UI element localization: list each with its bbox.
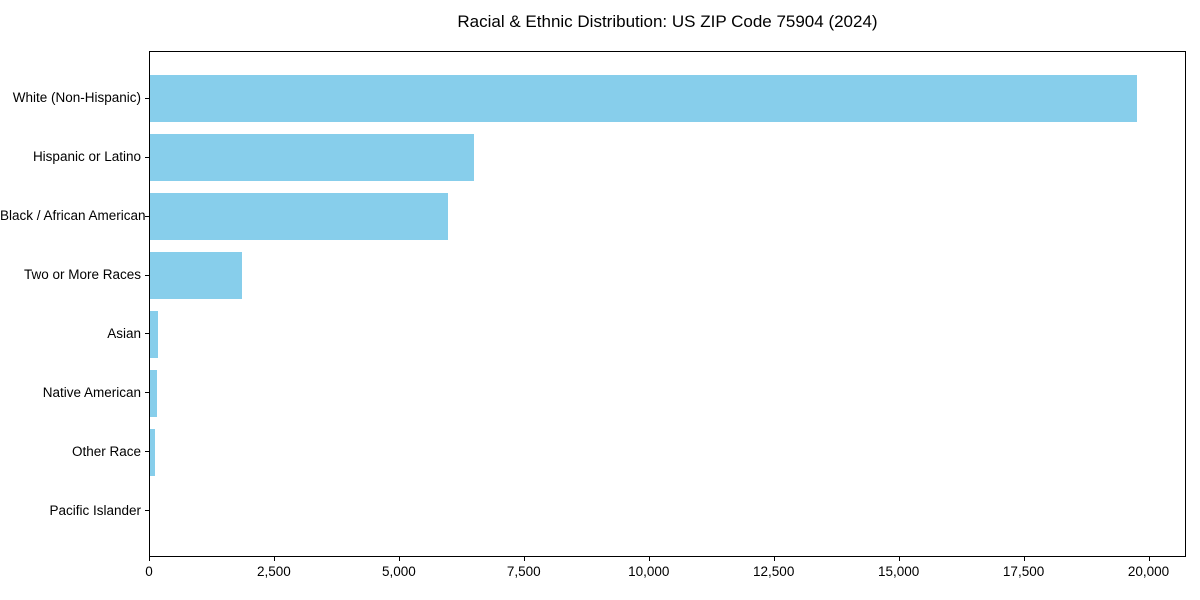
y-tick-mark (145, 392, 149, 394)
y-tick-mark (145, 274, 149, 276)
x-tick-label-15000: 15,000 (877, 564, 920, 579)
y-tick-label-two-or-more-races: Two or More Races (23, 267, 141, 282)
x-tick-mark (1148, 557, 1150, 561)
plot-area (149, 51, 1186, 557)
y-tick-mark (145, 156, 149, 158)
bar-hispanic-or-latino (150, 133, 475, 182)
x-tick-mark (773, 557, 775, 561)
x-tick-mark (149, 557, 150, 561)
x-tick-mark (523, 557, 525, 561)
x-tick-mark (898, 557, 900, 561)
y-tick-mark (145, 215, 149, 217)
chart-title: Racial & Ethnic Distribution: US ZIP Cod… (457, 12, 878, 31)
y-tick-label-asian: Asian (107, 325, 141, 341)
y-tick-label-other-race: Other Race (71, 443, 141, 459)
y-tick-mark (145, 451, 149, 453)
x-tick-label-2500: 2,500 (257, 564, 291, 579)
bar-black-african-american (150, 192, 448, 241)
x-tick-label-5000: 5,000 (381, 564, 416, 579)
x-tick-mark (273, 557, 275, 561)
y-tick-mark (145, 97, 149, 99)
bar-asian (150, 310, 158, 359)
x-tick-mark (398, 557, 400, 561)
y-tick-label-pacific-islander: Pacific Islander (49, 502, 141, 518)
x-tick-mark (648, 557, 650, 561)
x-tick-label-17500: 17,500 (1002, 564, 1045, 579)
bar-other-race (150, 428, 155, 477)
x-tick-label-10000: 10,000 (628, 564, 670, 579)
x-tick-label-12500: 12,500 (753, 564, 795, 579)
y-tick-label-white-non-hispanic: White (Non-Hispanic) (12, 90, 141, 106)
x-tick-mark (1023, 557, 1025, 561)
x-tick-label-7500: 7,500 (506, 564, 541, 579)
bar-native-american (150, 369, 158, 418)
bar-two-or-more-races (150, 251, 242, 300)
y-tick-label-black-african-american: Black / African American (0, 208, 146, 224)
y-tick-mark (145, 510, 149, 512)
y-tick-label-native-american: Native American (42, 384, 141, 400)
y-tick-label-hispanic-or-latino: Hispanic or Latino (32, 149, 141, 165)
y-tick-mark (145, 333, 149, 335)
x-tick-label-0: 0 (145, 564, 153, 579)
bar-white-non-hispanic (150, 75, 1138, 123)
x-tick-label-20000: 20,000 (1127, 564, 1170, 579)
